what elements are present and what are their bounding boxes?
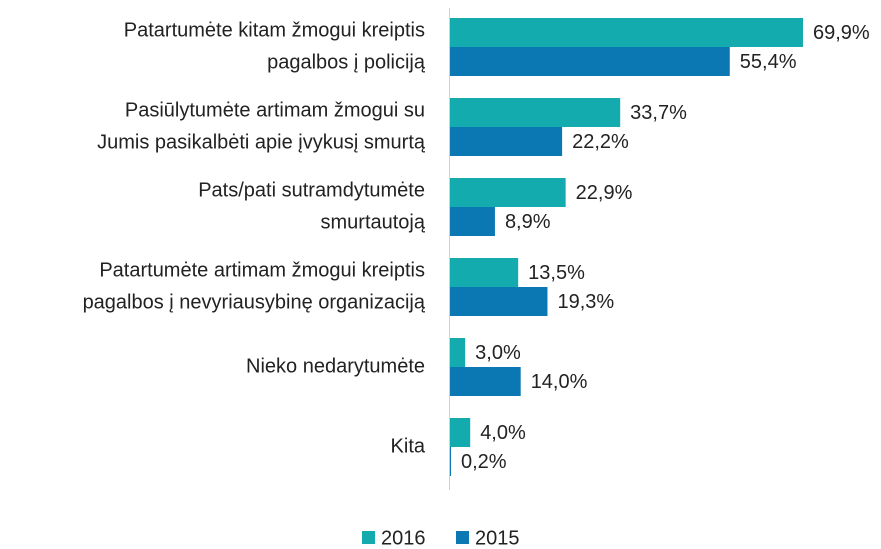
category-label: Patartumėte artimam žmogui kreiptis [99,259,425,281]
value-label: 13,5% [528,262,585,284]
value-label: 69,9% [813,22,870,44]
legend-swatch [456,531,469,544]
bar [450,18,803,47]
value-label: 14,0% [531,371,588,393]
bar [450,258,519,287]
category-label: Jumis pasikalbėti apie įvykusį smurtą [97,131,426,153]
category-label: smurtautoją [321,211,426,233]
legend-label: 2015 [475,527,520,549]
bar [450,287,548,316]
value-label: 0,2% [461,451,507,473]
value-label: 22,9% [576,182,633,204]
bar [450,98,621,127]
bar [450,47,730,76]
value-label: 4,0% [480,422,526,444]
value-label: 19,3% [557,291,614,313]
legend-label: 2016 [381,527,426,549]
category-label: Patartumėte kitam žmogui kreiptis [124,19,425,41]
category-label: Kita [391,435,426,457]
bar [450,418,471,447]
category-label: pagalbos į nevyriausybinę organizaciją [83,291,426,313]
value-label: 33,7% [630,102,687,124]
category-label: Nieko nedarytumėte [246,355,425,377]
bar [450,367,521,396]
category-label: Pasiūlytumėte artimam žmogui su [125,99,425,121]
bar [450,127,563,156]
category-label: pagalbos į policiją [267,51,426,73]
bar [450,178,566,207]
legend-swatch [362,531,375,544]
bar [450,338,466,367]
value-label: 22,2% [572,131,629,153]
bar [450,447,452,476]
category-label: Pats/pati sutramdytumėte [198,179,425,201]
value-label: 8,9% [505,211,551,233]
value-label: 3,0% [475,342,521,364]
bar [450,207,495,236]
value-label: 55,4% [740,51,797,73]
